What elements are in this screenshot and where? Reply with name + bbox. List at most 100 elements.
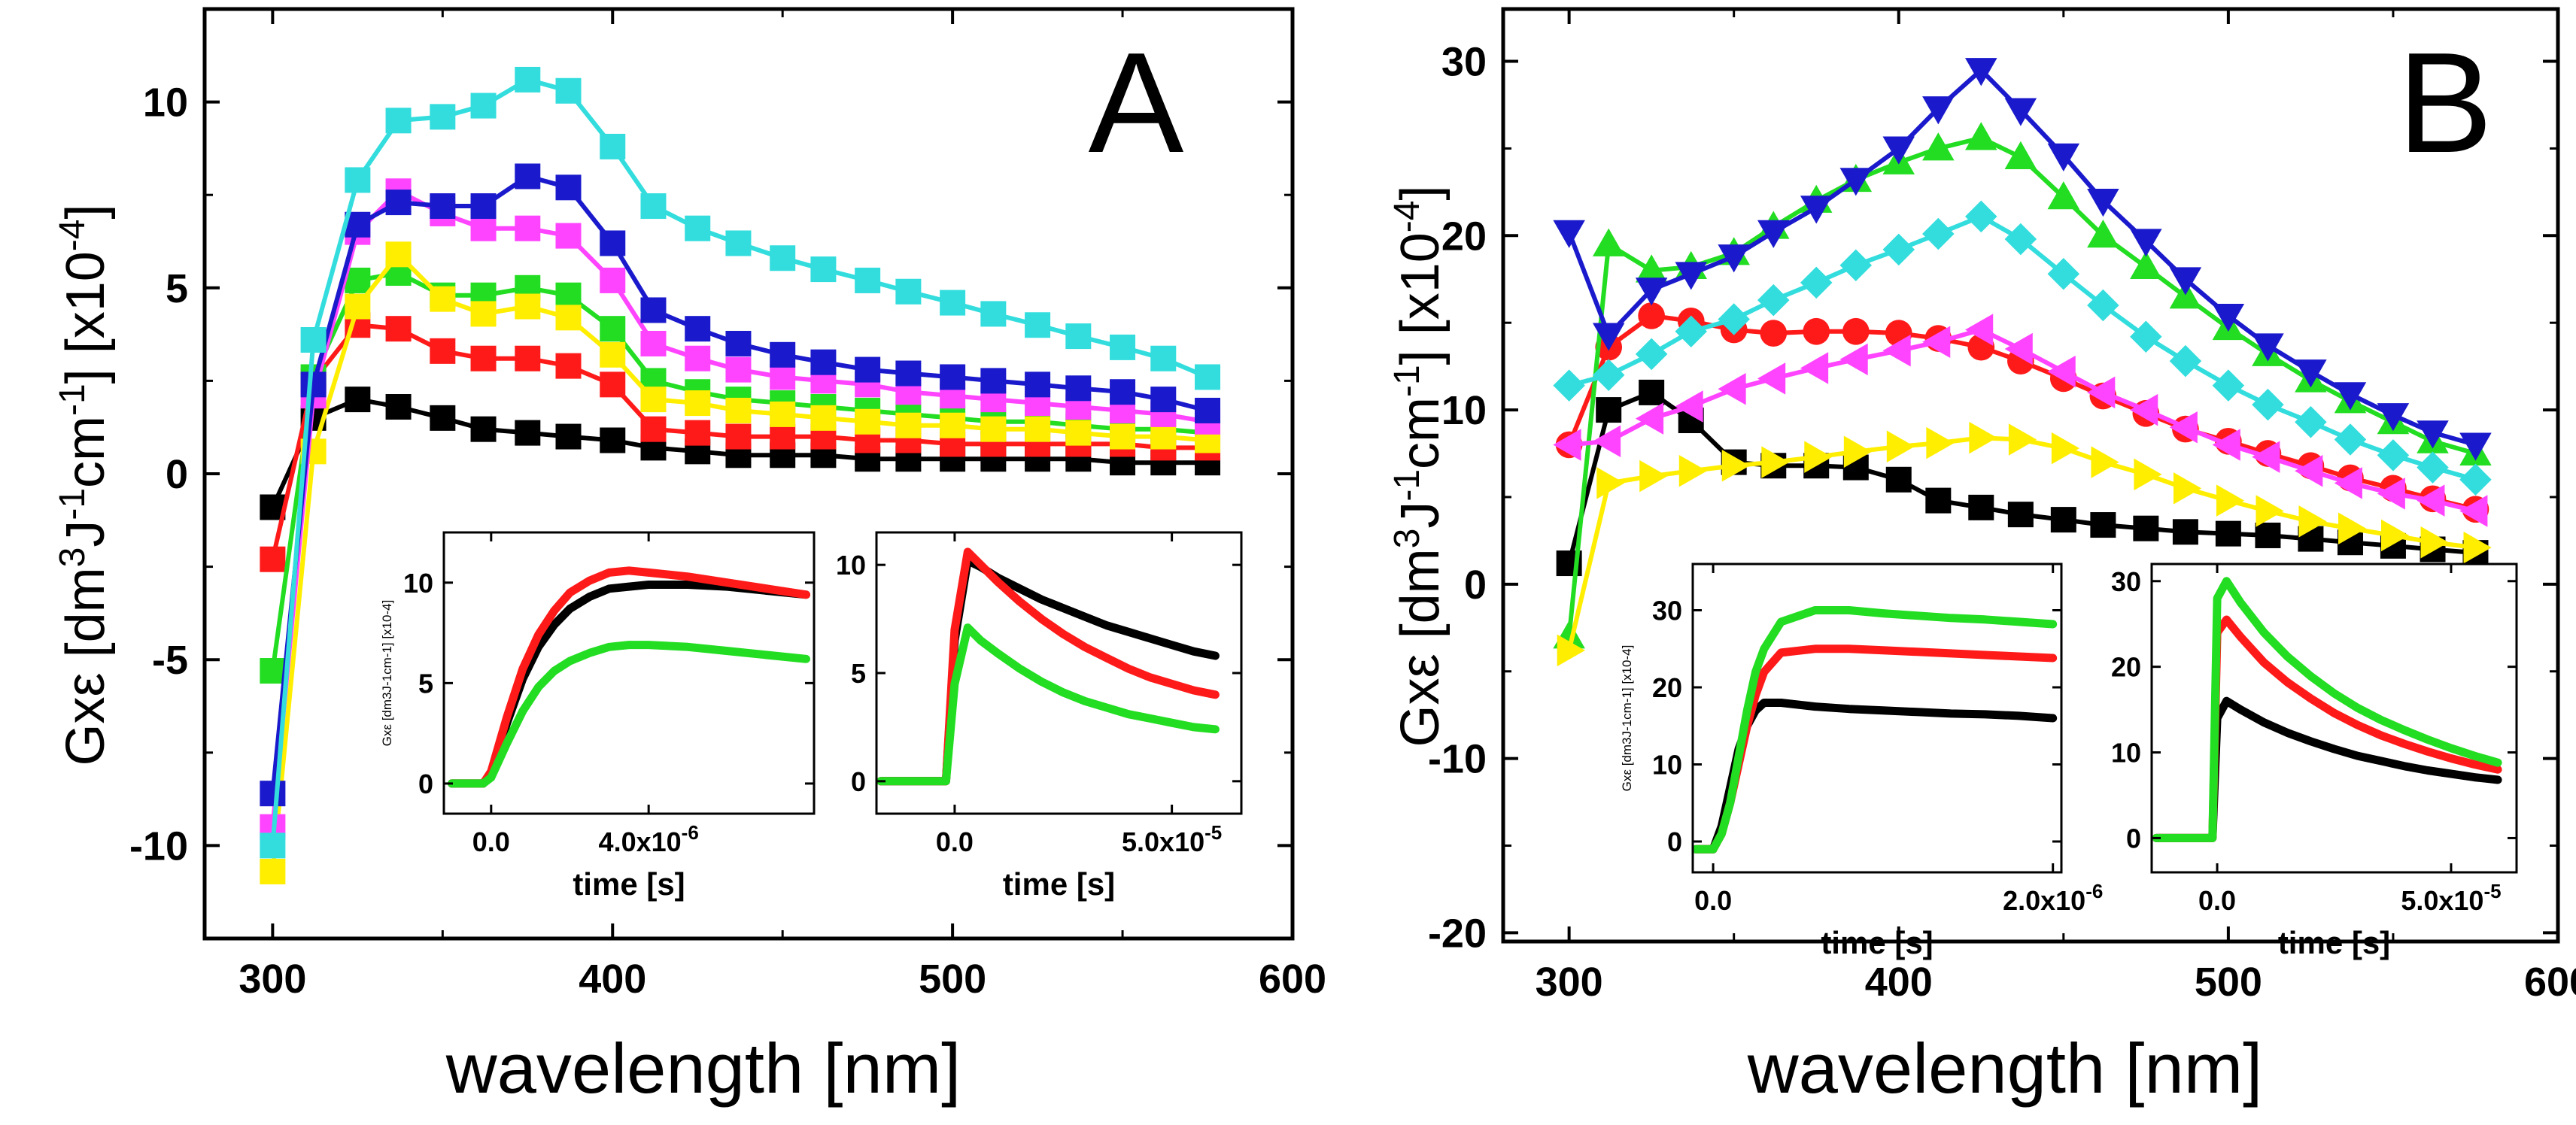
panel-b-point-cyan — [2295, 406, 2327, 438]
panel-b-point-blue — [1553, 220, 1585, 248]
panel-a-point-red — [555, 353, 582, 379]
panel-b-point-cyan — [2047, 258, 2080, 290]
panel-b-point-magenta — [1922, 326, 1951, 358]
panel-a-point-yellow — [345, 293, 371, 320]
panel-a-point-black — [555, 423, 582, 450]
panel-b-point-black — [2133, 515, 2159, 541]
panel-b-x-tick-label: 600 — [2524, 960, 2576, 1005]
panel-a-point-magenta — [470, 215, 497, 241]
panel-b-inset-2-x-tick-label: 0.0 — [2198, 885, 2236, 916]
panel-b-point-black — [1968, 494, 1994, 520]
panel-b-point-magenta — [1965, 314, 1994, 346]
panel-a-point-yellow — [555, 305, 582, 331]
panel-b-point-magenta — [2130, 393, 2158, 426]
panel-a-point-blue — [725, 330, 752, 356]
panel-b-y-tick-label: -20 — [1428, 911, 1487, 956]
panel-b-series-blue — [1553, 58, 2492, 461]
panel-a-point-blue — [260, 781, 286, 807]
panel-a-point-cyan — [855, 267, 881, 293]
panel-a-inset-1-background — [444, 532, 814, 814]
panel-b-y-axis-label: Gxε [dm3J-1cm-1] [x10-4] — [1387, 185, 1451, 747]
panel-a-point-blue — [1150, 387, 1177, 413]
panel-b-point-black — [2172, 519, 2198, 545]
panel-b-inset-2-trace-red — [2152, 615, 2502, 842]
panel-b-point-yellow — [2091, 446, 2119, 478]
panel-a-x-tick-label: 400 — [579, 957, 646, 1002]
panel-a-point-yellow — [1025, 416, 1051, 442]
panel-b-y-tick-label: 20 — [1441, 214, 1487, 259]
panel-b-point-magenta — [1553, 429, 1581, 461]
panel-a-inset-2: 0.0 5.0x10-5 0 5 10 time [s] — [836, 531, 1243, 902]
panel-a-point-red — [430, 338, 456, 364]
panel-b-point-blue — [1757, 220, 1790, 248]
panel-a-inset-2-x-axis-label: time [s] — [1003, 866, 1115, 902]
panel-b-point-magenta — [1718, 373, 1746, 405]
panel-b-point-yellow — [2256, 495, 2284, 527]
panel-a-point-red — [640, 416, 667, 442]
panel-b-point-cyan — [2252, 388, 2284, 421]
panel-b-series-magenta — [1553, 314, 2488, 527]
panel-b-point-black — [1596, 397, 1622, 423]
panel-b-inset-2: 0.0 5.0x10-5 0 10 20 30 time [s] — [2111, 562, 2518, 960]
panel-b-point-yellow — [1596, 467, 1625, 499]
panel-a-point-red — [770, 423, 796, 450]
panel-b-point-magenta — [2252, 441, 2280, 473]
panel-b-inset-1-x-tick-label: 0.0 — [1694, 885, 1732, 916]
panel-a-point-black — [430, 405, 456, 431]
panel-b-point-red — [1842, 317, 1870, 345]
panel-b-inset-2-x-tick-label: 5.0x10-5 — [2401, 880, 2501, 916]
panel-a-point-yellow — [980, 416, 1007, 442]
panel-a-inset-2-x-tick-label: 5.0x10-5 — [1122, 821, 1222, 857]
panel-b-point-yellow — [2463, 531, 2492, 564]
panel-a-point-cyan — [470, 92, 497, 119]
panel-b-point-cyan — [2169, 344, 2202, 378]
panel-b-point-cyan — [2130, 320, 2162, 353]
panel-a-point-blue — [855, 356, 881, 383]
panel-b-point-cyan — [1965, 200, 1997, 233]
panel-a-point-red — [470, 345, 497, 371]
panel-a-point-yellow — [470, 301, 497, 327]
panel-b-x-axis-label: wavelength [nm] — [1747, 1029, 2262, 1108]
panel-a-point-magenta — [725, 356, 752, 383]
panel-b-point-magenta — [2459, 495, 2488, 527]
panel-a-inset-2-y-tick-label: 10 — [836, 550, 866, 581]
panel-b-point-yellow — [2051, 432, 2080, 465]
panel-a-point-black — [345, 387, 371, 413]
panel-a-point-yellow — [640, 387, 667, 413]
panel-a-point-yellow — [770, 401, 796, 427]
panel-a-point-cyan — [725, 230, 752, 256]
panel-a-inset-1-frame — [442, 531, 816, 815]
panel-b-point-blue — [2334, 382, 2367, 411]
panel-a-point-cyan — [345, 167, 371, 193]
panel-a-point-blue — [430, 193, 456, 220]
panel-a-series-blue — [260, 163, 1221, 807]
panel-b-point-blue — [2252, 333, 2284, 362]
panel-a-point-blue — [1065, 375, 1092, 402]
panel-b-point-magenta — [1757, 362, 1786, 395]
panel-b-point-cyan — [2212, 369, 2245, 402]
panel-a-point-blue — [600, 230, 626, 256]
panel-b-series-yellow — [1557, 421, 2492, 667]
panel-a-x-tick-label: 300 — [238, 957, 306, 1002]
panel-a-inset-2-background — [876, 532, 1241, 814]
panel-a-point-red — [515, 345, 541, 371]
panel-b-point-yellow — [1969, 421, 1997, 454]
panel-a-point-yellow — [940, 412, 966, 438]
panel-a-point-magenta — [640, 330, 667, 356]
panel-b-point-cyan — [1882, 233, 1915, 266]
panel-b-point-blue — [1965, 58, 1997, 86]
panel-a-y-tick-label: -5 — [152, 638, 188, 683]
panel-b-inset-1-y-tick-label: 10 — [1652, 750, 1682, 781]
panel-b-point-cyan — [1718, 303, 1750, 335]
panel-b-inset-2-y-tick-label: 30 — [2111, 566, 2141, 597]
panel-a-y-tick-label: -10 — [129, 823, 188, 869]
panel-b-x-tick-label: 500 — [2195, 960, 2262, 1005]
panel-b-point-yellow — [1678, 454, 1707, 487]
panel-b-point-blue — [2377, 403, 2410, 432]
panel-b-point-green — [2047, 181, 2080, 210]
panel-a-point-cyan — [940, 290, 966, 316]
panel-b-point-cyan — [2087, 289, 2119, 322]
panel-b-series-green — [1553, 122, 2492, 649]
panel-a-point-cyan — [685, 215, 711, 241]
panel-b-point-cyan — [1592, 359, 1625, 391]
